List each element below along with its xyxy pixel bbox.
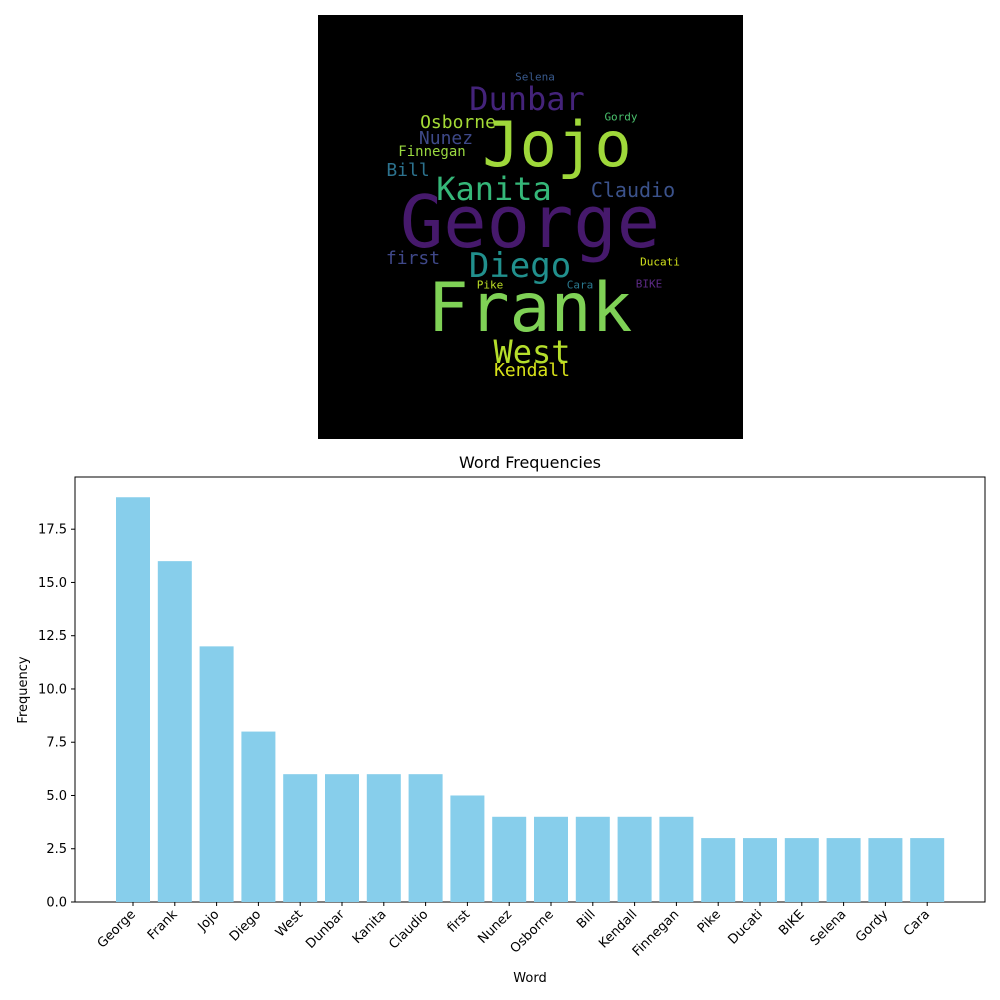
wordcloud-word: Kendall <box>494 360 570 381</box>
bar <box>617 816 652 902</box>
wordcloud-word: first <box>385 248 441 269</box>
bar <box>701 838 736 902</box>
x-tick-label: West <box>273 907 306 940</box>
x-tick-label: Pike <box>695 907 724 936</box>
bar-chart: Word Frequencies 0.0 2.5 5.0 7.5 10.0 12.5 15.… <box>16 453 986 986</box>
bar <box>157 561 192 902</box>
y-tick-label: 12.5 <box>38 629 67 644</box>
wordcloud-word: Kanita <box>436 170 552 208</box>
bar <box>116 497 150 902</box>
wordcloud-word: Finnegan <box>398 144 466 160</box>
x-tick-label: Jojo <box>195 907 223 935</box>
wordcloud-word: Dunbar <box>469 80 585 118</box>
word-cloud: George Frank Jojo Dunbar Kanita Diego West Clau… <box>318 15 743 439</box>
x-tick-label: first <box>445 907 474 936</box>
x-tick-label: Osborne <box>508 907 557 956</box>
bar <box>450 795 485 902</box>
bar <box>534 816 568 902</box>
wordcloud-word: Gordy <box>604 110 638 124</box>
x-tick-label: BIKE <box>776 907 807 938</box>
bar <box>826 838 861 902</box>
bar <box>366 774 401 902</box>
wordcloud-word: Osborne <box>420 112 496 133</box>
wordcloud-word: Diego <box>468 246 572 286</box>
bar <box>283 774 318 902</box>
bar <box>325 774 359 902</box>
wordcloud-word: Bill <box>386 160 430 181</box>
y-tick-label: 2.5 <box>46 842 67 857</box>
plot-area-frame <box>74 476 986 903</box>
wordcloud-word: Nunez <box>418 128 474 149</box>
x-tick-label: Bill <box>574 907 599 932</box>
y-axis: 0.0 2.5 5.0 7.5 10.0 12.5 15.0 17.5 <box>38 523 75 911</box>
x-tick-label: Kanita <box>350 907 390 947</box>
chart-title: Word Frequencies <box>459 453 601 472</box>
wordcloud-word: West <box>493 333 571 371</box>
bar <box>659 816 694 902</box>
bar <box>868 838 903 902</box>
x-tick-label: Frank <box>145 907 181 943</box>
x-tick-label: Selena <box>808 907 850 949</box>
wordcloud-word: George <box>399 180 661 264</box>
x-tick-label: George <box>95 907 139 951</box>
y-tick-label: 7.5 <box>46 736 67 751</box>
x-tick-label: Claudio <box>386 907 431 952</box>
x-tick-label: Ducati <box>725 907 765 947</box>
bar <box>492 816 527 902</box>
wordcloud-word: Pike <box>476 278 504 292</box>
bar <box>575 816 610 902</box>
x-tick-label: Dunbar <box>303 907 348 952</box>
y-tick-label: 0.0 <box>46 896 67 911</box>
bar <box>241 731 276 902</box>
bar <box>199 646 234 902</box>
x-tick-label: Diego <box>227 907 264 944</box>
wordcloud-word: Cara <box>566 278 594 292</box>
bar <box>408 774 443 902</box>
bars-group <box>116 497 945 902</box>
wordcloud-word: Jojo <box>482 108 632 181</box>
wordcloud-word: Claudio <box>590 178 676 202</box>
x-tick-label: Gordy <box>853 907 891 945</box>
x-axis-label: Word <box>513 971 546 986</box>
x-tick-label: Finnegan <box>630 907 682 959</box>
x-tick-label: Nunez <box>475 907 515 947</box>
y-tick-label: 17.5 <box>38 523 67 538</box>
wordcloud-word: Ducati <box>640 255 680 269</box>
wordcloud-word: Selena <box>515 70 555 84</box>
bar <box>743 838 777 902</box>
y-tick-label: 10.0 <box>38 682 67 697</box>
wordcloud-word: BIKE <box>635 277 663 291</box>
y-axis-label: Frequency <box>16 656 31 723</box>
x-tick-label: Cara <box>901 907 933 939</box>
y-tick-label: 5.0 <box>46 789 67 804</box>
wordcloud-word: Frank <box>427 269 633 348</box>
bar <box>784 838 819 902</box>
y-tick-label: 15.0 <box>38 576 67 591</box>
bar <box>910 838 945 902</box>
